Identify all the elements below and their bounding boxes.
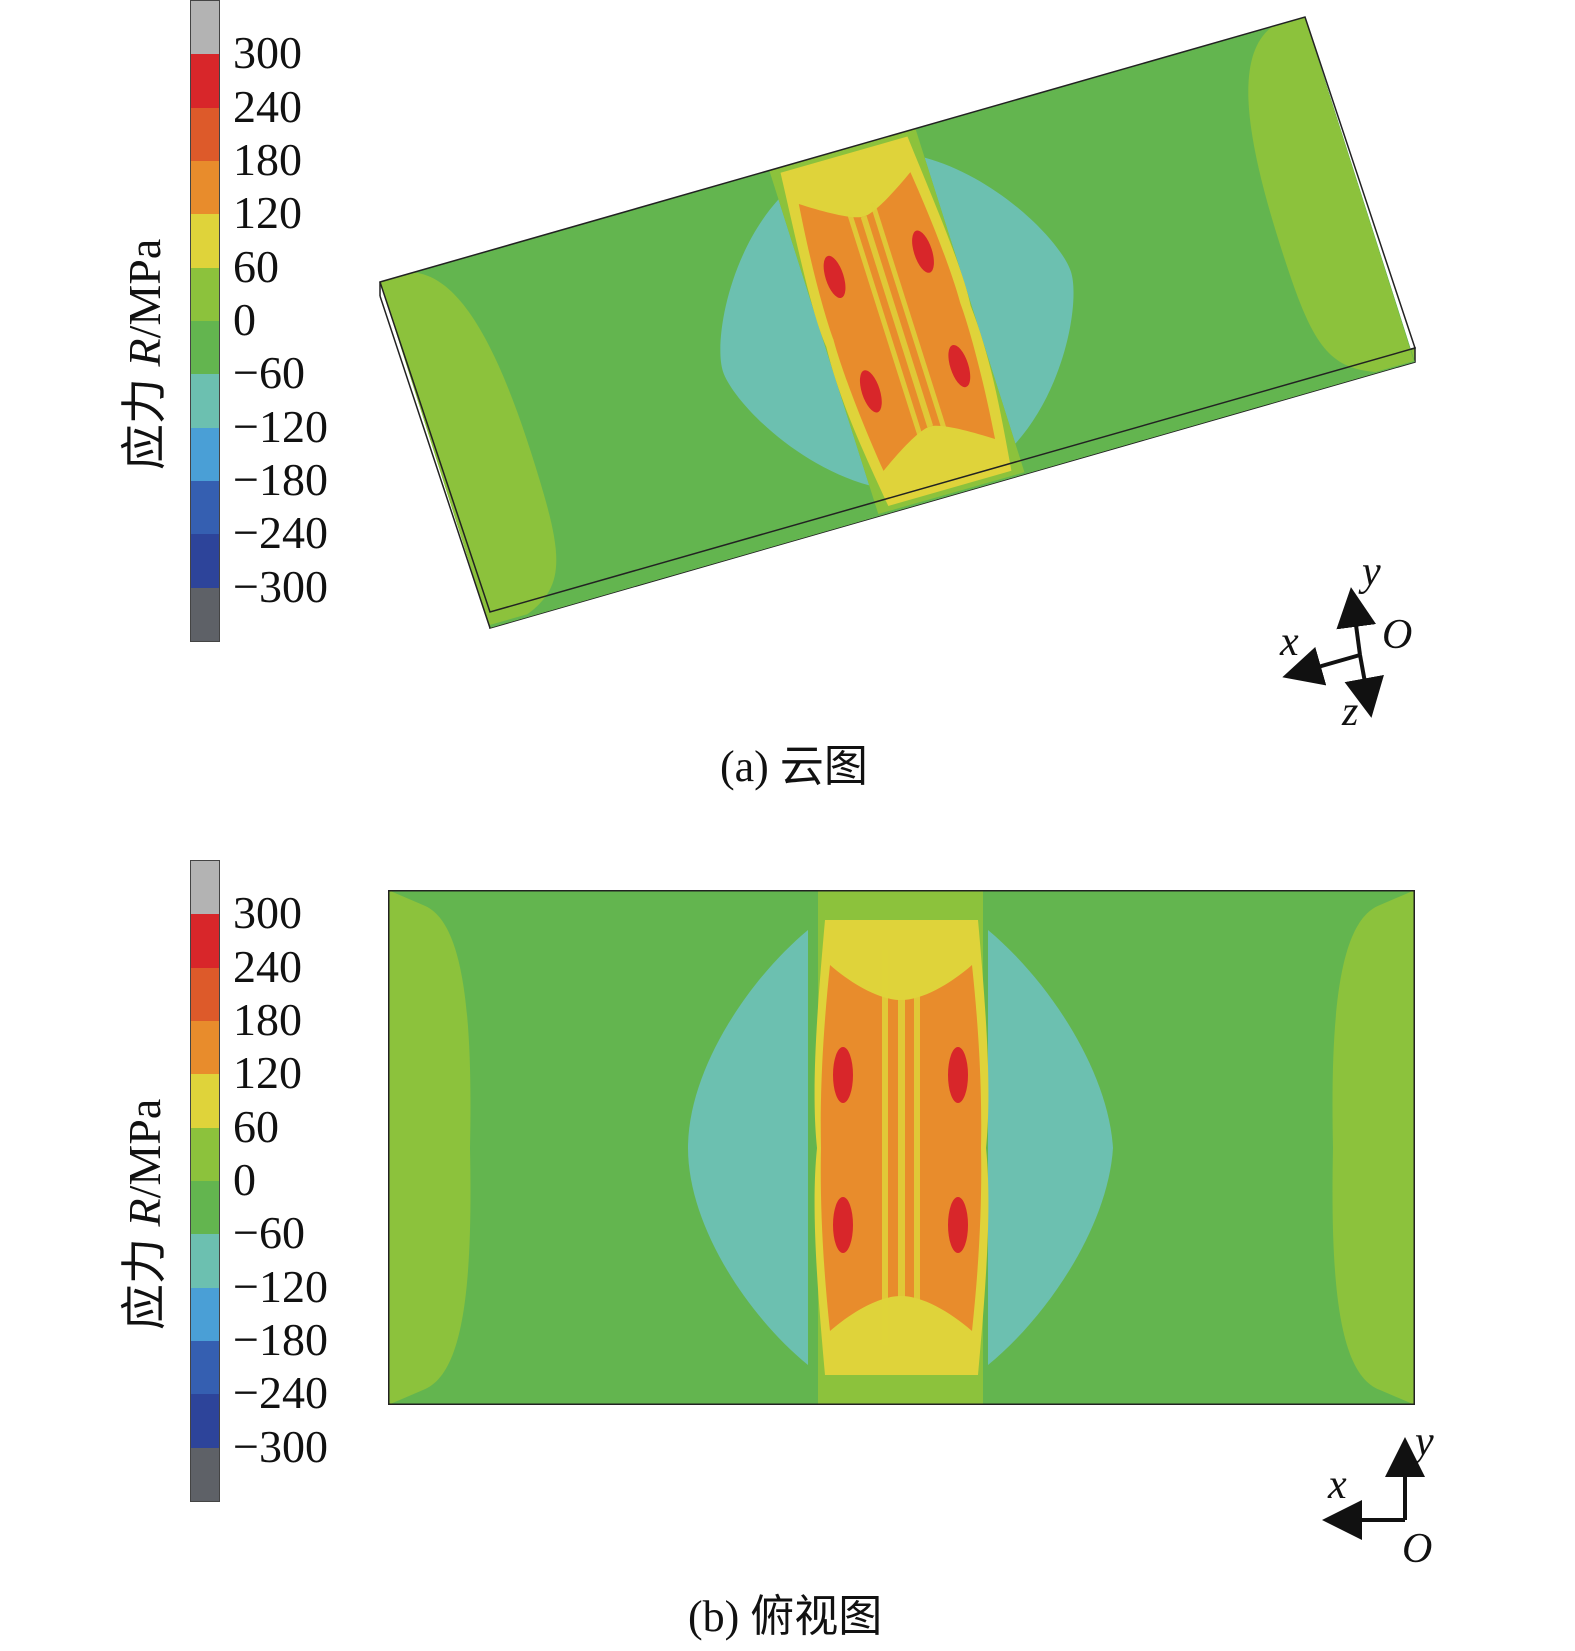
y-axis-label: y	[1411, 1419, 1434, 1465]
compression-lobe-right	[924, 157, 1074, 444]
x-axis-label: x	[1279, 619, 1299, 665]
colorbar-tick-label: −60	[233, 347, 305, 399]
colorbar-tick-label: 60	[233, 1100, 279, 1152]
axis-triad-a: y x z O	[1279, 549, 1412, 735]
colorbar-segment	[191, 214, 219, 268]
colorbar-tick-label: 120	[233, 187, 302, 239]
colorbar-tick-label: 300	[233, 887, 302, 939]
colorbar-segment	[191, 534, 219, 588]
colorbar-segment	[191, 861, 219, 915]
compression-lobe-left	[688, 930, 808, 1365]
title-unit: /MPa	[119, 1098, 170, 1199]
colorbar-segment	[191, 587, 219, 641]
peak-stress-1	[823, 255, 846, 299]
stress-contour-top	[388, 890, 1415, 1405]
stress-contour-3d	[379, 16, 1416, 629]
colorbar-segment	[191, 374, 219, 428]
colorbar-segment	[191, 54, 219, 108]
title-symbol: R	[119, 1198, 170, 1227]
origin-label: O	[1382, 612, 1412, 658]
weld-centerline-streaks	[882, 950, 920, 1345]
axis-triad-b: y x O	[1322, 1419, 1434, 1572]
panel-a: 300 240 180 120 60 0 −60 −120 −180 −240 −300 应力 R/…	[0, 0, 1575, 800]
z-axis-label: z	[1341, 689, 1358, 735]
plate-top-outline	[379, 16, 1416, 613]
origin-label: O	[1402, 1526, 1432, 1572]
x-axis-arrow	[1282, 646, 1361, 686]
colorbar-tick-label: 120	[233, 1047, 302, 1099]
colorbar-a	[190, 0, 220, 642]
colorbar-segment	[191, 1394, 219, 1448]
colorbar-segment	[191, 1287, 219, 1341]
colorbar-segment	[191, 160, 219, 215]
plate-outline	[388, 890, 1415, 1405]
colorbar-tick-label: 180	[233, 994, 302, 1045]
y-axis-arrow	[1336, 587, 1377, 656]
x-axis-label: x	[1327, 1462, 1347, 1508]
colorbar-tick-label: 240	[233, 940, 302, 992]
peak-stress-3	[948, 1047, 968, 1103]
colorbar-tick-label: −120	[233, 400, 328, 452]
weld-centerline-streaks	[846, 202, 948, 441]
colorbar-segment	[191, 967, 219, 1021]
peak-stress-3	[912, 230, 934, 273]
colorbar-segment	[191, 267, 219, 321]
colorbar-segment	[191, 480, 219, 535]
colorbar-segment	[191, 427, 219, 481]
colorbar-segment	[191, 914, 219, 968]
panel-b: 300 240 180 120 60 0 −60 −120 −180 −240 −300 应力 R/…	[0, 860, 1575, 1651]
end-band-left	[380, 272, 557, 626]
colorbar-segment	[191, 1447, 219, 1501]
colorbar-tick-label: −60	[233, 1207, 305, 1259]
end-band-right	[1332, 890, 1415, 1405]
colorbar-segment	[191, 1074, 219, 1128]
caption-b: (b) 俯视图	[688, 1592, 883, 1641]
colorbar-tick-label: −300	[233, 560, 328, 612]
colorbar-segment	[191, 1180, 219, 1235]
colorbar-tick-label: 300	[233, 27, 302, 79]
y-axis-label: y	[1358, 549, 1381, 595]
colorbar-segment	[191, 1340, 219, 1395]
colorbar-tick-label: −180	[233, 454, 328, 505]
peak-stress-4	[948, 344, 971, 388]
colorbar-segment	[191, 1020, 219, 1075]
compression-lobe-right	[988, 930, 1113, 1365]
colorbar-segment	[191, 1234, 219, 1288]
colorbar-tick-label: −240	[233, 507, 328, 559]
colorbar-segment	[191, 107, 219, 161]
peak-stress-1	[833, 1047, 853, 1103]
z-axis-arrow	[1344, 654, 1384, 718]
colorbar-tick-label: 180	[233, 134, 302, 185]
colorbar-b	[190, 860, 220, 1502]
colorbar-tick-label: 0	[233, 294, 256, 345]
end-band-right	[1248, 17, 1414, 372]
colorbar-tick-label: 0	[233, 1154, 256, 1205]
colorbar-title-b: 应力 R/MPa	[108, 1099, 174, 1330]
colorbar-tick-label: −180	[233, 1314, 328, 1365]
colorbar-segment	[191, 1127, 219, 1181]
peak-stress-2	[833, 1197, 853, 1253]
end-band-left	[388, 890, 471, 1405]
colorbar-tick-label: −240	[233, 1367, 328, 1419]
peak-stress-2	[859, 370, 882, 413]
colorbar-segment	[191, 320, 219, 375]
caption-a: (a) 云图	[720, 742, 868, 791]
compression-lobe-left	[720, 199, 870, 486]
colorbar-tick-label: 60	[233, 240, 279, 292]
title-prefix: 应力	[119, 1226, 170, 1330]
colorbar-tick-label: −300	[233, 1420, 328, 1472]
colorbar-segment	[191, 1, 219, 55]
peak-stress-4	[948, 1197, 968, 1253]
colorbar-tick-label: −120	[233, 1260, 328, 1312]
colorbar-tick-label: 240	[233, 80, 302, 132]
